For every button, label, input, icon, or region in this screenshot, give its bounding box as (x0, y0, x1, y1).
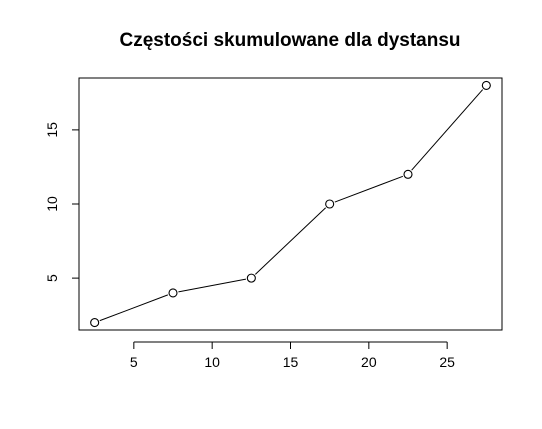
data-point (404, 170, 412, 178)
data-point (169, 289, 177, 297)
series-segment (255, 208, 325, 275)
series-segment (335, 176, 403, 202)
plot-frame (79, 78, 502, 330)
y-tick-label: 15 (44, 122, 60, 138)
x-tick-label: 25 (439, 354, 455, 370)
data-point (247, 274, 255, 282)
y-tick-label: 5 (44, 274, 60, 282)
x-tick-label: 10 (204, 354, 220, 370)
series-group (91, 81, 491, 326)
chart-title: Częstości skumulowane dla dystansu (119, 30, 460, 51)
series-segment (412, 90, 483, 171)
x-tick-label: 5 (130, 354, 138, 370)
data-point (482, 81, 490, 89)
x-tick-label: 15 (283, 354, 299, 370)
data-point (326, 200, 334, 208)
series-segment (100, 295, 168, 321)
y-axis: 5 10 15 (44, 122, 79, 282)
x-tick-label: 20 (361, 354, 377, 370)
series-segment (178, 279, 246, 292)
data-point (91, 319, 99, 327)
y-tick-label: 10 (44, 196, 60, 212)
x-axis: 5 10 15 20 25 (130, 342, 455, 370)
